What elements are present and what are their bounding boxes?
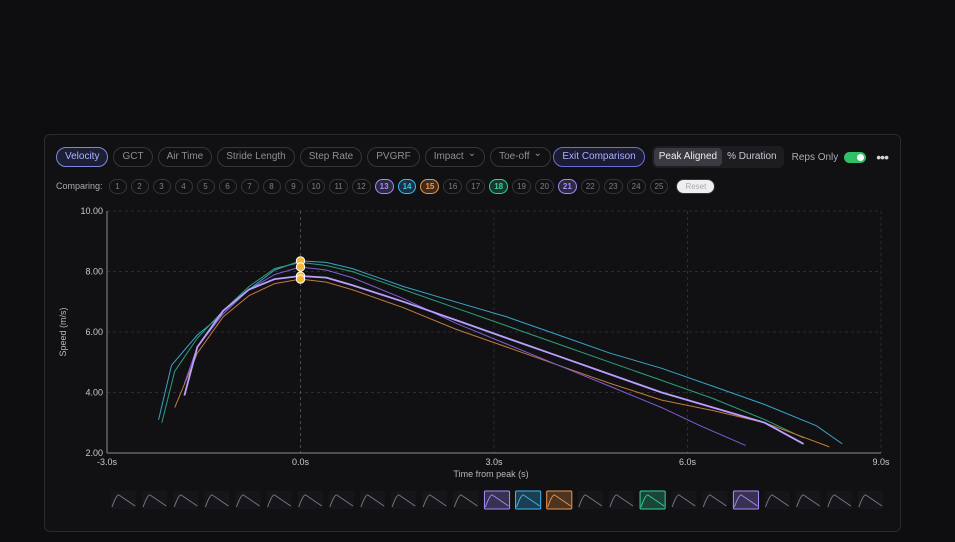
rep-thumbnail-25[interactable] (857, 491, 883, 509)
rep-chip-6[interactable]: 6 (218, 178, 237, 194)
rep-chip-8[interactable]: 8 (262, 178, 281, 194)
rep-chip-12[interactable]: 12 (351, 178, 371, 194)
metric-tab-impact[interactable]: Impact (424, 147, 486, 167)
rep-chip-1[interactable]: 1 (108, 178, 127, 194)
rep-thumbnail-5[interactable] (235, 491, 261, 509)
x-tick-label: 6.0s (679, 457, 697, 467)
comparing-row: Comparing: 1 2 3 4 5 6 7 8 9 10 11 12 13 14 15 16 17 18 19… (56, 178, 716, 194)
reps-only-label: Reps Only (791, 151, 839, 163)
rep-thumbnail-21[interactable] (732, 490, 760, 510)
rep-chip-16[interactable]: 16 (443, 178, 463, 194)
alignment-toggle: Peak Aligned % Duration (651, 146, 784, 168)
reset-button[interactable]: Reset (676, 178, 716, 194)
rep-chip-19[interactable]: 19 (512, 178, 531, 194)
x-tick-label: 3.0s (485, 457, 503, 467)
rep-chip-22[interactable]: 22 (580, 178, 600, 194)
rep-thumbnail-9[interactable] (359, 491, 386, 509)
rep-chip-21[interactable]: 21 (557, 178, 577, 194)
metric-tab-stride-length[interactable]: Stride Length (217, 147, 295, 167)
rep-thumbnail-24[interactable] (826, 491, 852, 509)
rep-thumbnail-7[interactable] (297, 491, 323, 509)
rep-chip-3[interactable]: 3 (152, 178, 171, 194)
metric-tab-pvgrf[interactable]: PVGRF (367, 147, 420, 167)
rep-thumbnail-10[interactable] (391, 491, 417, 509)
rep-thumbnail-22[interactable] (764, 491, 790, 509)
rep-chip-14[interactable]: 14 (397, 178, 417, 194)
rep-thumbnail-15[interactable] (546, 490, 573, 510)
rep-chip-18[interactable]: 18 (489, 178, 509, 194)
peak-marker (295, 262, 306, 272)
rep-chip-4[interactable]: 4 (174, 178, 193, 194)
rep-thumbnail-18[interactable] (639, 490, 666, 510)
metric-tab-toe-off[interactable]: Toe-off (490, 147, 551, 167)
rep-thumbnail-6[interactable] (266, 491, 292, 509)
rep-thumbnail-12[interactable] (453, 491, 479, 509)
x-tick-label: -3.0s (97, 457, 118, 467)
exit-comparison-button[interactable]: Exit Comparison (553, 147, 645, 167)
y-tick-label: 2.00 (85, 448, 103, 458)
rep-thumbnail-19[interactable] (671, 491, 697, 509)
series-line-rep-15 (174, 278, 830, 448)
rep-chip-23[interactable]: 23 (603, 178, 623, 194)
rep-chip-17[interactable]: 17 (466, 178, 486, 194)
rep-thumbnail-1[interactable] (111, 491, 137, 509)
rep-chip-9[interactable]: 9 (284, 178, 303, 194)
reps-only-switch[interactable] (844, 151, 867, 163)
series-line-rep-21 (183, 275, 805, 445)
rep-thumbnail-strip (111, 490, 883, 510)
metric-tab-velocity[interactable]: Velocity (56, 147, 109, 167)
rep-thumbnail-14[interactable] (515, 490, 542, 510)
more-options-icon[interactable]: ••• (876, 149, 889, 165)
rep-chip-10[interactable]: 10 (306, 178, 326, 194)
rep-thumbnail-4[interactable] (204, 491, 230, 509)
rep-thumbnail-23[interactable] (795, 491, 821, 509)
align-option-duration[interactable]: % Duration (727, 151, 777, 162)
rep-thumbnail-16[interactable] (577, 491, 603, 509)
rep-thumbnail-13[interactable] (483, 490, 511, 510)
toolbar: Velocity GCT Air Time Stride Length Step Rat… (56, 146, 889, 168)
velocity-chart: 2.00 4.00 6.00 8.00 10.00 -3.0s 0.0s 3.0s 6.0s 9.… (58, 206, 890, 479)
x-axis-title: Time from peak (s) (453, 469, 528, 479)
metric-tabs: Velocity GCT Air Time Stride Length Step Rat… (56, 147, 556, 167)
rep-chip-7[interactable]: 7 (240, 178, 259, 194)
rep-thumbnail-17[interactable] (608, 491, 635, 509)
rep-chip-24[interactable]: 24 (626, 178, 646, 194)
velocity-comparison-panel: 2.00 4.00 6.00 8.00 10.00 -3.0s 0.0s 3.0s 6.0s 9.… (44, 134, 901, 532)
rep-thumbnail-11[interactable] (422, 491, 448, 509)
right-tools: Exit Comparison Peak Aligned % Duration R… (553, 146, 889, 168)
y-tick-label: 10.00 (80, 206, 103, 216)
x-tick-label: 9.0s (872, 457, 890, 467)
x-tick-label: 0.0s (292, 457, 310, 467)
rep-chip-15[interactable]: 15 (420, 178, 440, 194)
y-axis-title: Speed (m/s) (58, 307, 68, 356)
metric-tab-step-rate[interactable]: Step Rate (299, 147, 363, 167)
rep-thumbnail-20[interactable] (702, 491, 728, 509)
rep-thumbnail-8[interactable] (328, 491, 354, 509)
comparing-label: Comparing: (56, 181, 103, 191)
rep-thumbnail-2[interactable] (142, 491, 168, 509)
rep-chip-11[interactable]: 11 (329, 178, 348, 194)
rep-chip-25[interactable]: 25 (649, 178, 669, 194)
series-line-rep-18 (161, 261, 804, 439)
rep-chip-5[interactable]: 5 (196, 178, 215, 194)
metric-tab-gct[interactable]: GCT (113, 147, 153, 167)
rep-chip-13[interactable]: 13 (374, 178, 394, 194)
rep-thumbnail-3[interactable] (173, 491, 199, 509)
rep-chip-20[interactable]: 20 (535, 178, 554, 194)
series-line-rep-13 (183, 266, 746, 446)
y-tick-label: 8.00 (85, 267, 103, 277)
align-option-peak-aligned[interactable]: Peak Aligned (653, 148, 723, 166)
y-tick-label: 4.00 (85, 388, 103, 398)
peak-marker (295, 274, 306, 284)
y-tick-label: 6.00 (85, 327, 103, 337)
rep-chip-2[interactable]: 2 (130, 178, 149, 194)
metric-tab-air-time[interactable]: Air Time (157, 147, 213, 167)
